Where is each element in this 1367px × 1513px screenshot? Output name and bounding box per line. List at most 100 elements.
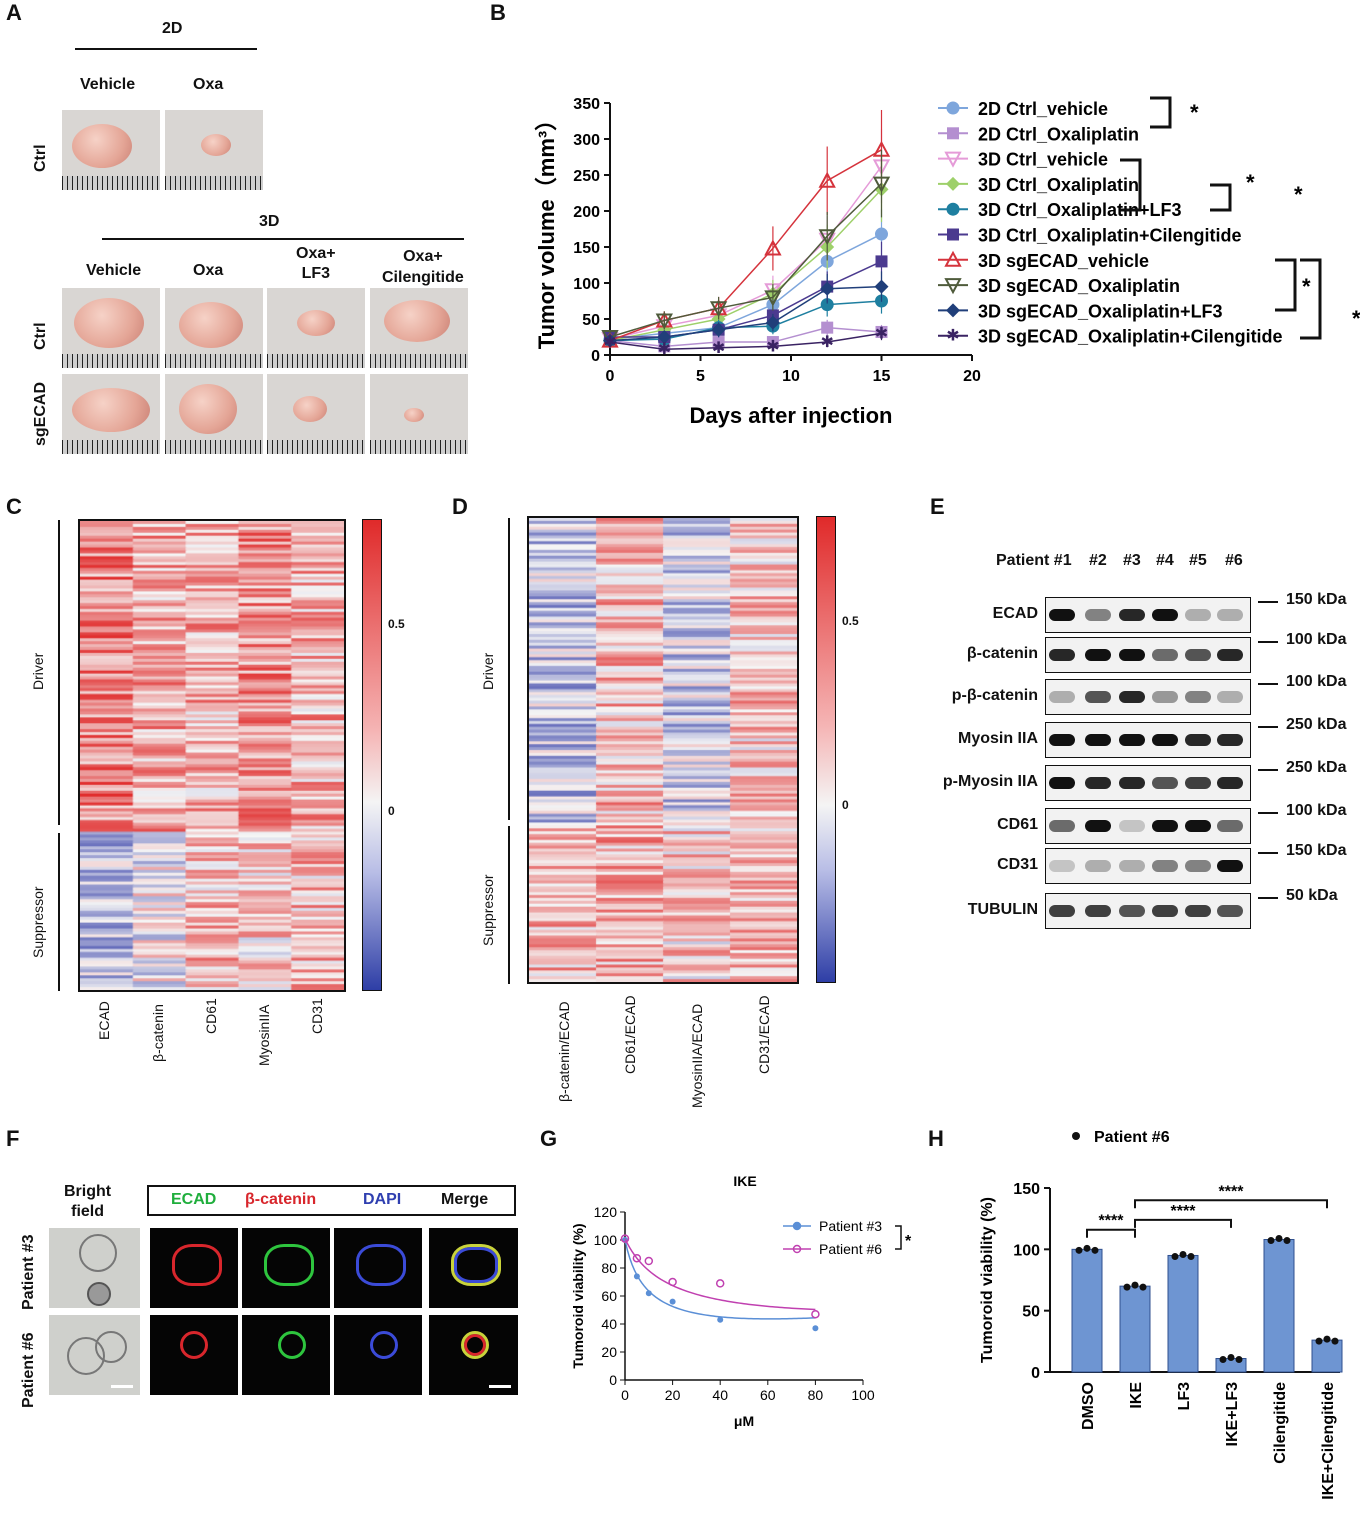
- blot-band: [1152, 860, 1178, 872]
- legend-label: 3D sgECAD_Oxaliplatin+Cilengitide: [978, 327, 1283, 347]
- bar: [1311, 1339, 1343, 1373]
- marker-dash: [1258, 641, 1278, 643]
- replicate-dot: [1187, 1252, 1195, 1260]
- legend-marker: [947, 127, 959, 140]
- blot-band: [1119, 609, 1145, 621]
- col-3d-oxa: Oxa: [193, 262, 224, 279]
- significance-bracket: [1275, 258, 1297, 312]
- group-3d-label: 3D: [259, 213, 280, 230]
- y-tick-label: 0: [609, 1372, 617, 1388]
- blot-label: Myosin IIA: [957, 730, 1038, 747]
- data-point: [645, 1290, 652, 1297]
- tumor-photo-2d-vehicle: [62, 110, 160, 190]
- bar: [1119, 1285, 1151, 1373]
- channel-header-box: [147, 1185, 516, 1216]
- significance-bracket: [1150, 96, 1172, 129]
- marker-dash: [1258, 726, 1278, 728]
- x-tick-label: DMSO: [1080, 1382, 1097, 1430]
- channel-merge-label: Merge: [441, 1191, 489, 1208]
- col-label-c-ecad: ECAD: [96, 1001, 112, 1040]
- col-label-c-cd61: CD61: [203, 998, 219, 1034]
- row-label-patient3: Patient #3: [20, 1234, 37, 1310]
- blot-band: [1217, 905, 1243, 917]
- kda-label: 100 kDa: [1286, 802, 1347, 819]
- replicate-dot: [1131, 1281, 1139, 1289]
- series-line: [609, 285, 882, 342]
- legend-marker: [792, 1221, 802, 1231]
- patient-label: #5: [1189, 552, 1207, 569]
- blot-band: [1185, 609, 1211, 621]
- blot-band: [1119, 820, 1145, 832]
- row-label-driver-d: Driver: [480, 652, 496, 690]
- replicate-dot: [1227, 1354, 1235, 1362]
- x-tick-label: 10: [782, 368, 800, 385]
- row-label-suppressor-c: Suppressor: [30, 886, 46, 958]
- colorbar-d: [816, 516, 836, 983]
- panel-letter-f: F: [6, 1126, 20, 1151]
- row-label-suppressor-d: Suppressor: [480, 874, 496, 946]
- patient-label: #6: [1225, 552, 1243, 569]
- blot-band: [1049, 691, 1075, 703]
- significance-marker: ****: [1171, 1203, 1197, 1220]
- data-point: [632, 1253, 642, 1263]
- replicate-dot: [1083, 1244, 1091, 1252]
- marker-dash: [1258, 683, 1278, 685]
- x-tick-label: LF3: [1176, 1382, 1193, 1411]
- blot-band: [1217, 691, 1243, 703]
- bar: [1167, 1254, 1199, 1373]
- driver-bracket-c: [58, 520, 60, 825]
- merge-image-patient6: [429, 1315, 518, 1395]
- significance-bracket: [1134, 1218, 1232, 1228]
- col-3d-oxa-cilengitide: Oxa+ Cilengitide: [382, 248, 464, 286]
- blot-band: [1049, 609, 1075, 621]
- legend-label: 3D Ctrl_Oxaliplatin: [978, 175, 1139, 195]
- significance-bracket: [895, 1225, 902, 1250]
- series-line: [609, 165, 883, 340]
- x-tick-label: 60: [760, 1387, 776, 1403]
- row-label-patient6: Patient #6: [20, 1332, 37, 1408]
- replicate-dot: [1091, 1246, 1099, 1254]
- y-tick-label: 200: [573, 204, 600, 221]
- blot-band: [1049, 860, 1075, 872]
- y-axis-title: Tumoroid viability (%): [570, 1223, 586, 1368]
- data-point: [655, 313, 673, 330]
- blot-band: [1085, 734, 1111, 746]
- blot-band: [1119, 905, 1145, 917]
- blot-label: TUBULIN: [967, 901, 1038, 918]
- tumor-photo-3d-sgecad-vehicle: [62, 374, 160, 454]
- data-point: ✱: [875, 323, 888, 342]
- blot-band: [1049, 734, 1075, 746]
- data-point: [644, 1256, 654, 1266]
- y-tick-label: 300: [573, 132, 600, 149]
- replicate-dot: [1323, 1335, 1331, 1343]
- blot-band: [1085, 777, 1111, 789]
- blot-band: [1152, 777, 1178, 789]
- patient-label: Patient #1: [996, 552, 1072, 569]
- blot-band: [1185, 649, 1211, 661]
- y-tick-label: 250: [573, 168, 600, 185]
- blot-band: [1185, 905, 1211, 917]
- bcatenin-image-patient6: [242, 1315, 330, 1395]
- blot-strip: [1045, 765, 1251, 801]
- blot-band: [1152, 609, 1178, 621]
- x-tick-label: 80: [808, 1387, 824, 1403]
- x-axis-title: μM: [734, 1413, 754, 1429]
- legend-label: 2D Ctrl_vehicle: [978, 99, 1108, 119]
- col-label-d-cd31-ecad: CD31/ECAD: [756, 995, 772, 1074]
- colorbar-c-tick-05: 0.5: [388, 617, 405, 631]
- panel-letter-h: H: [928, 1126, 944, 1151]
- blot-band: [1085, 609, 1111, 621]
- blot-strip: [1045, 893, 1251, 929]
- col-label-d-cd61-ecad: CD61/ECAD: [622, 995, 638, 1074]
- marker-dash: [1258, 601, 1278, 603]
- blot-band: [1085, 905, 1111, 917]
- blot-band: [1185, 691, 1211, 703]
- data-point: [820, 281, 835, 296]
- merge-image-patient3: [429, 1228, 518, 1308]
- legend-marker: [944, 250, 962, 267]
- blot-label: p-Myosin IIA: [942, 773, 1038, 790]
- y-tick-label: 50: [1022, 1304, 1040, 1321]
- data-point: [872, 176, 891, 193]
- significance-marker: ***: [1352, 306, 1360, 331]
